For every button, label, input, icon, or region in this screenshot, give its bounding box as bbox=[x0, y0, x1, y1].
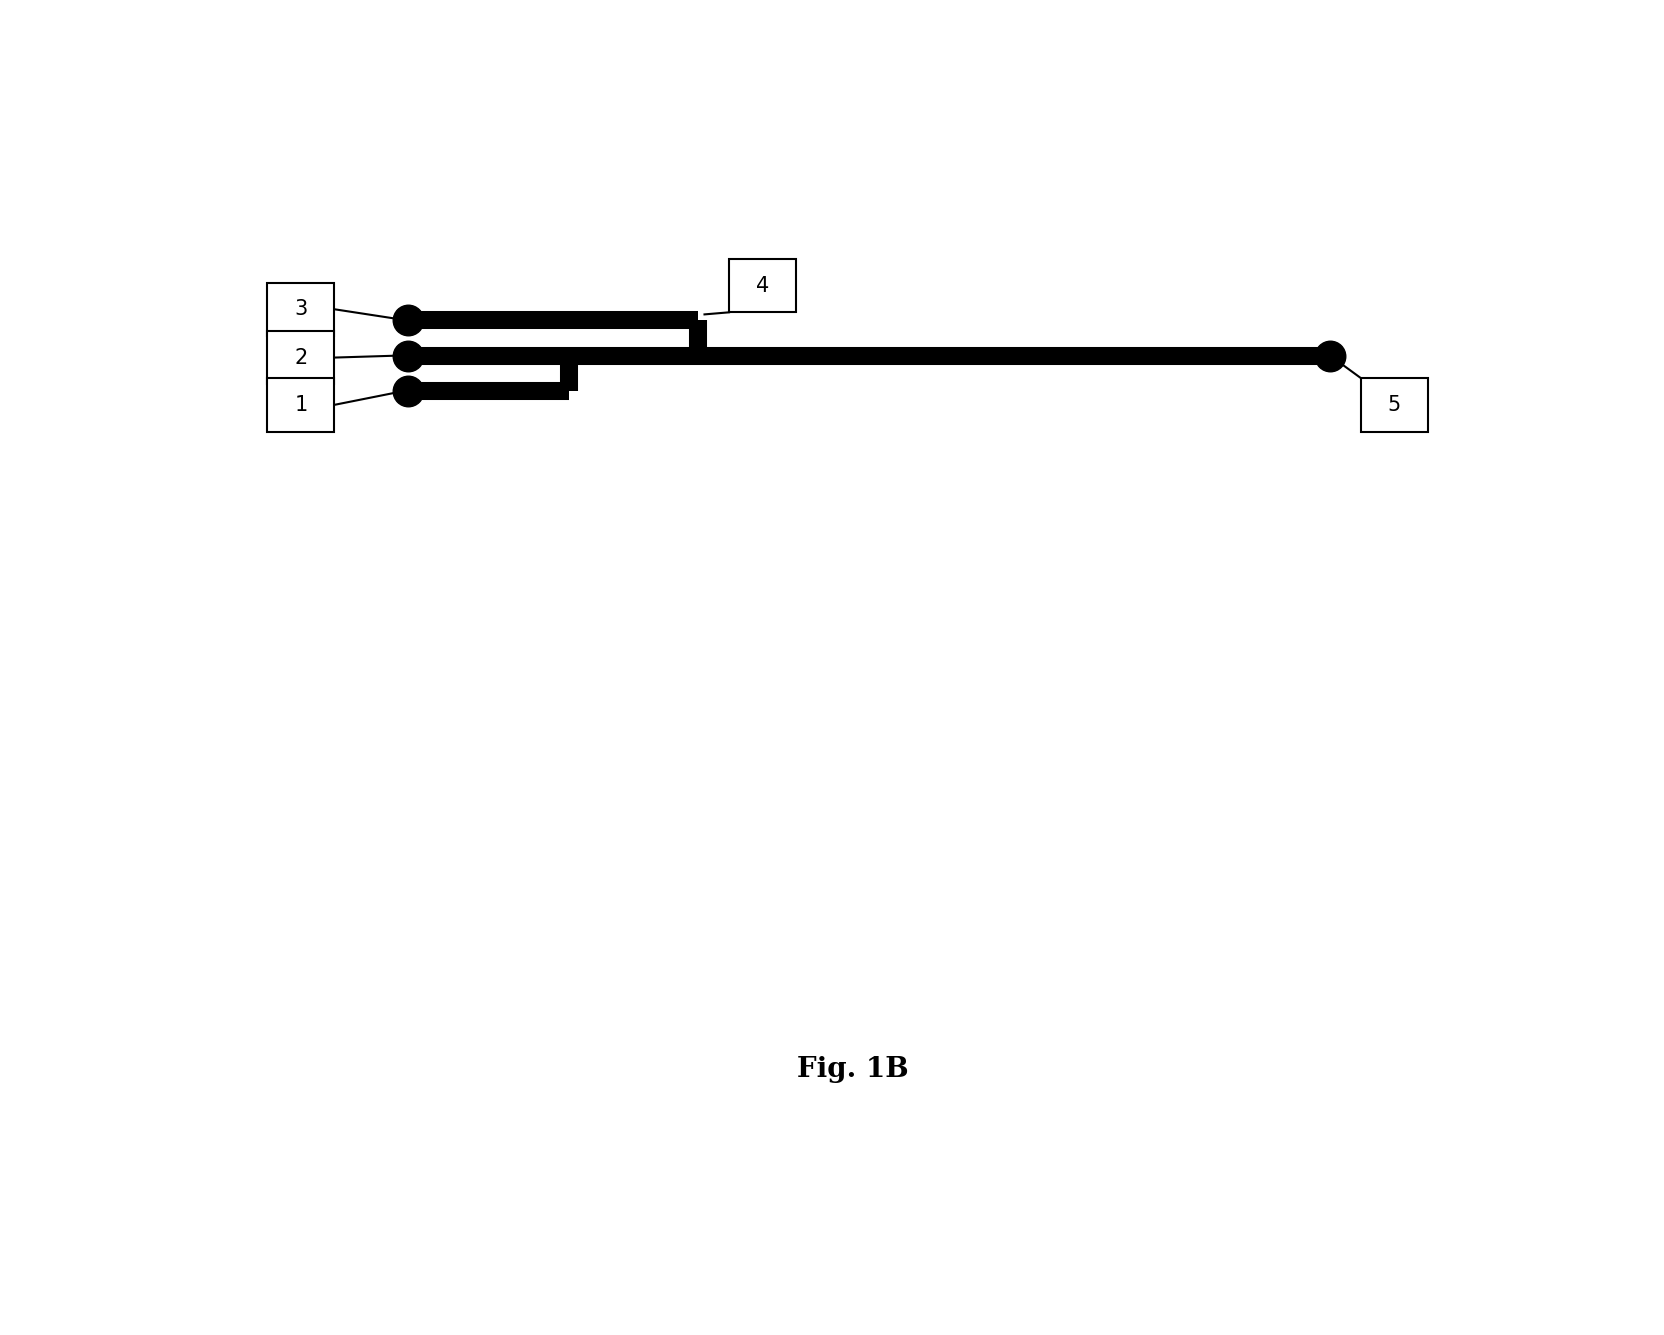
FancyBboxPatch shape bbox=[268, 331, 334, 384]
FancyBboxPatch shape bbox=[1361, 378, 1428, 431]
FancyBboxPatch shape bbox=[268, 283, 334, 336]
Text: 5: 5 bbox=[1388, 395, 1401, 415]
Text: 2: 2 bbox=[295, 347, 308, 367]
Text: 1: 1 bbox=[295, 395, 308, 415]
FancyBboxPatch shape bbox=[268, 378, 334, 431]
Text: 3: 3 bbox=[295, 299, 308, 319]
Text: 4: 4 bbox=[755, 275, 769, 295]
FancyBboxPatch shape bbox=[729, 259, 795, 312]
Text: Fig. 1B: Fig. 1B bbox=[797, 1056, 909, 1084]
